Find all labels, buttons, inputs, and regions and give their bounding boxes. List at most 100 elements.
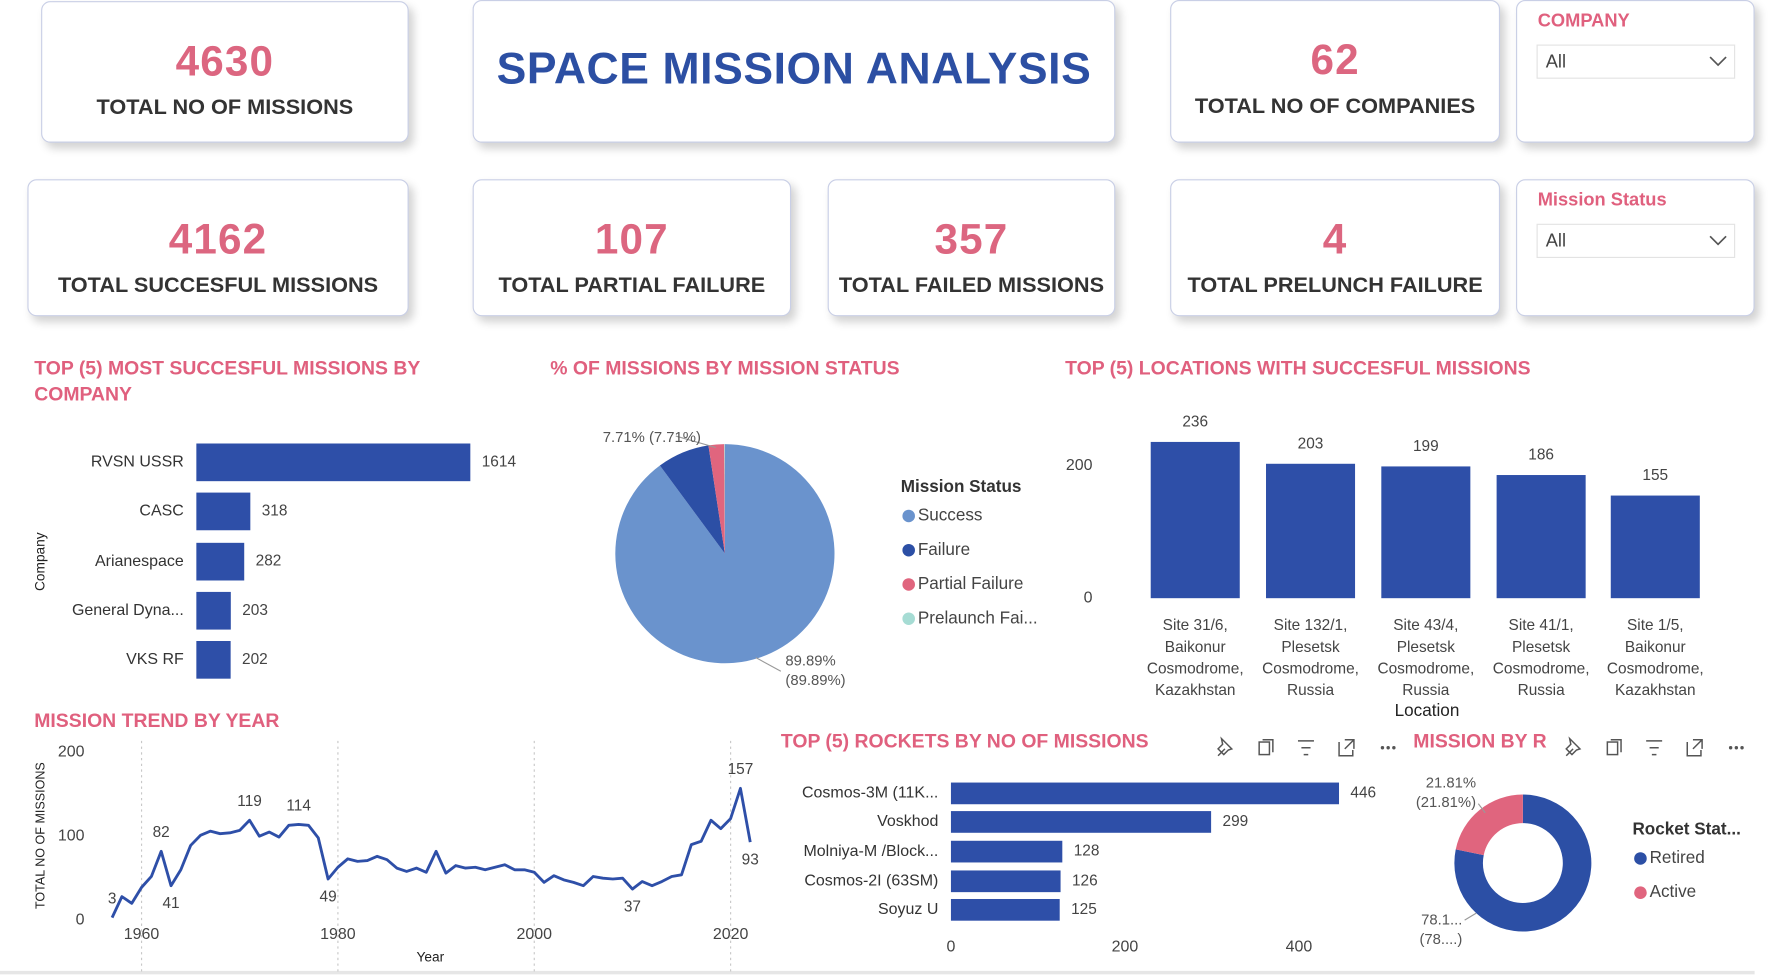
data-label: 89.89% (89.89%) [785, 651, 846, 689]
y-tick-label: Cosmos-2I (63SM) [804, 873, 938, 890]
more-icon[interactable] [1380, 746, 1396, 750]
pin-icon[interactable] [1217, 736, 1234, 757]
visual-header-icons [1217, 736, 1744, 757]
y-tick-label: 0 [1084, 589, 1093, 606]
x-tick-label: 2020 [713, 926, 749, 943]
pin-icon[interactable] [1565, 736, 1582, 757]
x-tick-label: 200 [1112, 939, 1139, 956]
data-label: 128 [1074, 843, 1100, 860]
x-tick-label: 1960 [124, 926, 160, 943]
bar [1266, 463, 1356, 599]
y-tick-label: 200 [1066, 457, 1093, 474]
y-axis-label: TOTAL NO OF MISSIONS [33, 762, 47, 909]
slicer: COMPANY All [1516, 0, 1755, 143]
data-label: 282 [256, 553, 282, 570]
slice [708, 444, 725, 554]
filter-icon[interactable] [1646, 740, 1663, 756]
data-label: 236 [1182, 414, 1208, 431]
y-axis-label: Company [33, 532, 48, 591]
y-tick-label: CASC [139, 503, 183, 520]
data-label: 1614 [482, 453, 517, 470]
chevron [1709, 56, 1727, 67]
y-tick-label: 100 [58, 827, 85, 844]
data-label: 125 [1071, 901, 1097, 918]
legend-title: Mission Status [901, 477, 1022, 496]
y-tick-label: Voskhod [877, 813, 938, 830]
copy-icon[interactable] [1606, 739, 1622, 756]
slicer-label: COMPANY [1537, 11, 1630, 31]
slice [1455, 794, 1523, 856]
slicer-dropdown[interactable]: All [1536, 44, 1736, 79]
chart-title: TOP (5) ROCKETS BY NO OF MISSIONS [780, 730, 1149, 753]
data-label: 157 [728, 761, 754, 778]
legend-label: Retired [1650, 848, 1705, 867]
focus-icon[interactable] [1338, 739, 1355, 757]
x-tick-label: Site 1/5, Baikonur Cosmodrome, Kazakhsta… [1606, 616, 1704, 699]
kpi-label: TOTAL PRELUNCH FAILURE [1187, 273, 1483, 298]
legend-marker [902, 578, 915, 591]
bar [950, 811, 1212, 833]
y-tick-label: 200 [58, 744, 85, 761]
kpi-card: 4630 TOTAL NO OF MISSIONS [41, 1, 409, 143]
bar [950, 870, 1061, 893]
kpi-card: 357 TOTAL FAILED MISSIONS [827, 179, 1116, 317]
y-tick-label: 0 [76, 911, 85, 928]
slicer-label: Mission Status [1537, 190, 1667, 211]
bar [196, 542, 245, 581]
bar [950, 782, 1340, 805]
more-icon[interactable] [1728, 746, 1744, 750]
slice [659, 445, 725, 554]
kpi-card: 107 TOTAL PARTIAL FAILURE [472, 179, 792, 317]
data-label: 318 [262, 503, 288, 520]
kpi-card: 4162 TOTAL SUCCESFUL MISSIONS [27, 179, 409, 317]
bar [1610, 495, 1700, 599]
bar [1381, 466, 1471, 599]
legend-marker [1634, 852, 1647, 865]
y-tick-label: VKS RF [126, 651, 184, 668]
kpi-label: TOTAL PARTIAL FAILURE [498, 273, 766, 298]
bar [196, 443, 471, 482]
focus-icon[interactable] [1686, 739, 1703, 757]
dashboard-title: SPACE MISSION ANALYSIS [496, 44, 1092, 94]
chart-title: % OF MISSIONS BY MISSION STATUS [550, 357, 900, 380]
x-tick-label: 400 [1286, 939, 1313, 956]
chart-title: TOP (5) MOST SUCCESFUL MISSIONS BY COMPA… [34, 357, 420, 406]
kpi-value: 4162 [168, 215, 268, 263]
x-tick-label: Site 132/1, Plesetsk Cosmodrome, Russia [1262, 616, 1359, 699]
data-label: 41 [162, 895, 179, 912]
leader-line [755, 657, 782, 672]
kpi-card: 4 TOTAL PRELUNCH FAILURE [1170, 179, 1501, 317]
data-label: 199 [1413, 438, 1439, 455]
data-label: 299 [1223, 813, 1249, 830]
bar [950, 840, 1063, 863]
filter-icon[interactable] [1297, 740, 1314, 756]
y-tick-label: Molniya-M /Block... [803, 843, 938, 860]
bar [196, 640, 231, 679]
x-tick-label: 1980 [320, 926, 356, 943]
legend-marker [902, 612, 915, 626]
slice [615, 444, 835, 664]
leader-line [1464, 912, 1477, 921]
y-tick-label: Cosmos-3M (11K... [802, 785, 938, 802]
kpi-label: TOTAL FAILED MISSIONS [838, 273, 1105, 298]
kpi-label: TOTAL NO OF MISSIONS [96, 95, 354, 120]
x-axis-label: Year [417, 949, 445, 964]
slice [724, 444, 725, 554]
kpi-value: 357 [934, 215, 1009, 263]
data-label: 82 [153, 824, 170, 841]
chevron [1709, 235, 1727, 246]
data-label: 126 [1072, 872, 1098, 889]
bar [1496, 475, 1586, 599]
kpi-card: 62 TOTAL NO OF COMPANIES [1170, 0, 1501, 143]
data-label: 114 [286, 797, 311, 814]
chart-title: MISSION BY R [1413, 730, 1547, 753]
chart-title: TOP (5) LOCATIONS WITH SUCCESFUL MISSION… [1065, 357, 1531, 380]
data-label: 93 [742, 851, 759, 868]
leader-line [1477, 803, 1486, 814]
data-label: 203 [1298, 435, 1324, 452]
copy-icon[interactable] [1258, 739, 1274, 756]
bar [196, 492, 251, 531]
slicer-dropdown[interactable]: All [1536, 223, 1736, 258]
kpi-value: 4630 [175, 37, 275, 85]
